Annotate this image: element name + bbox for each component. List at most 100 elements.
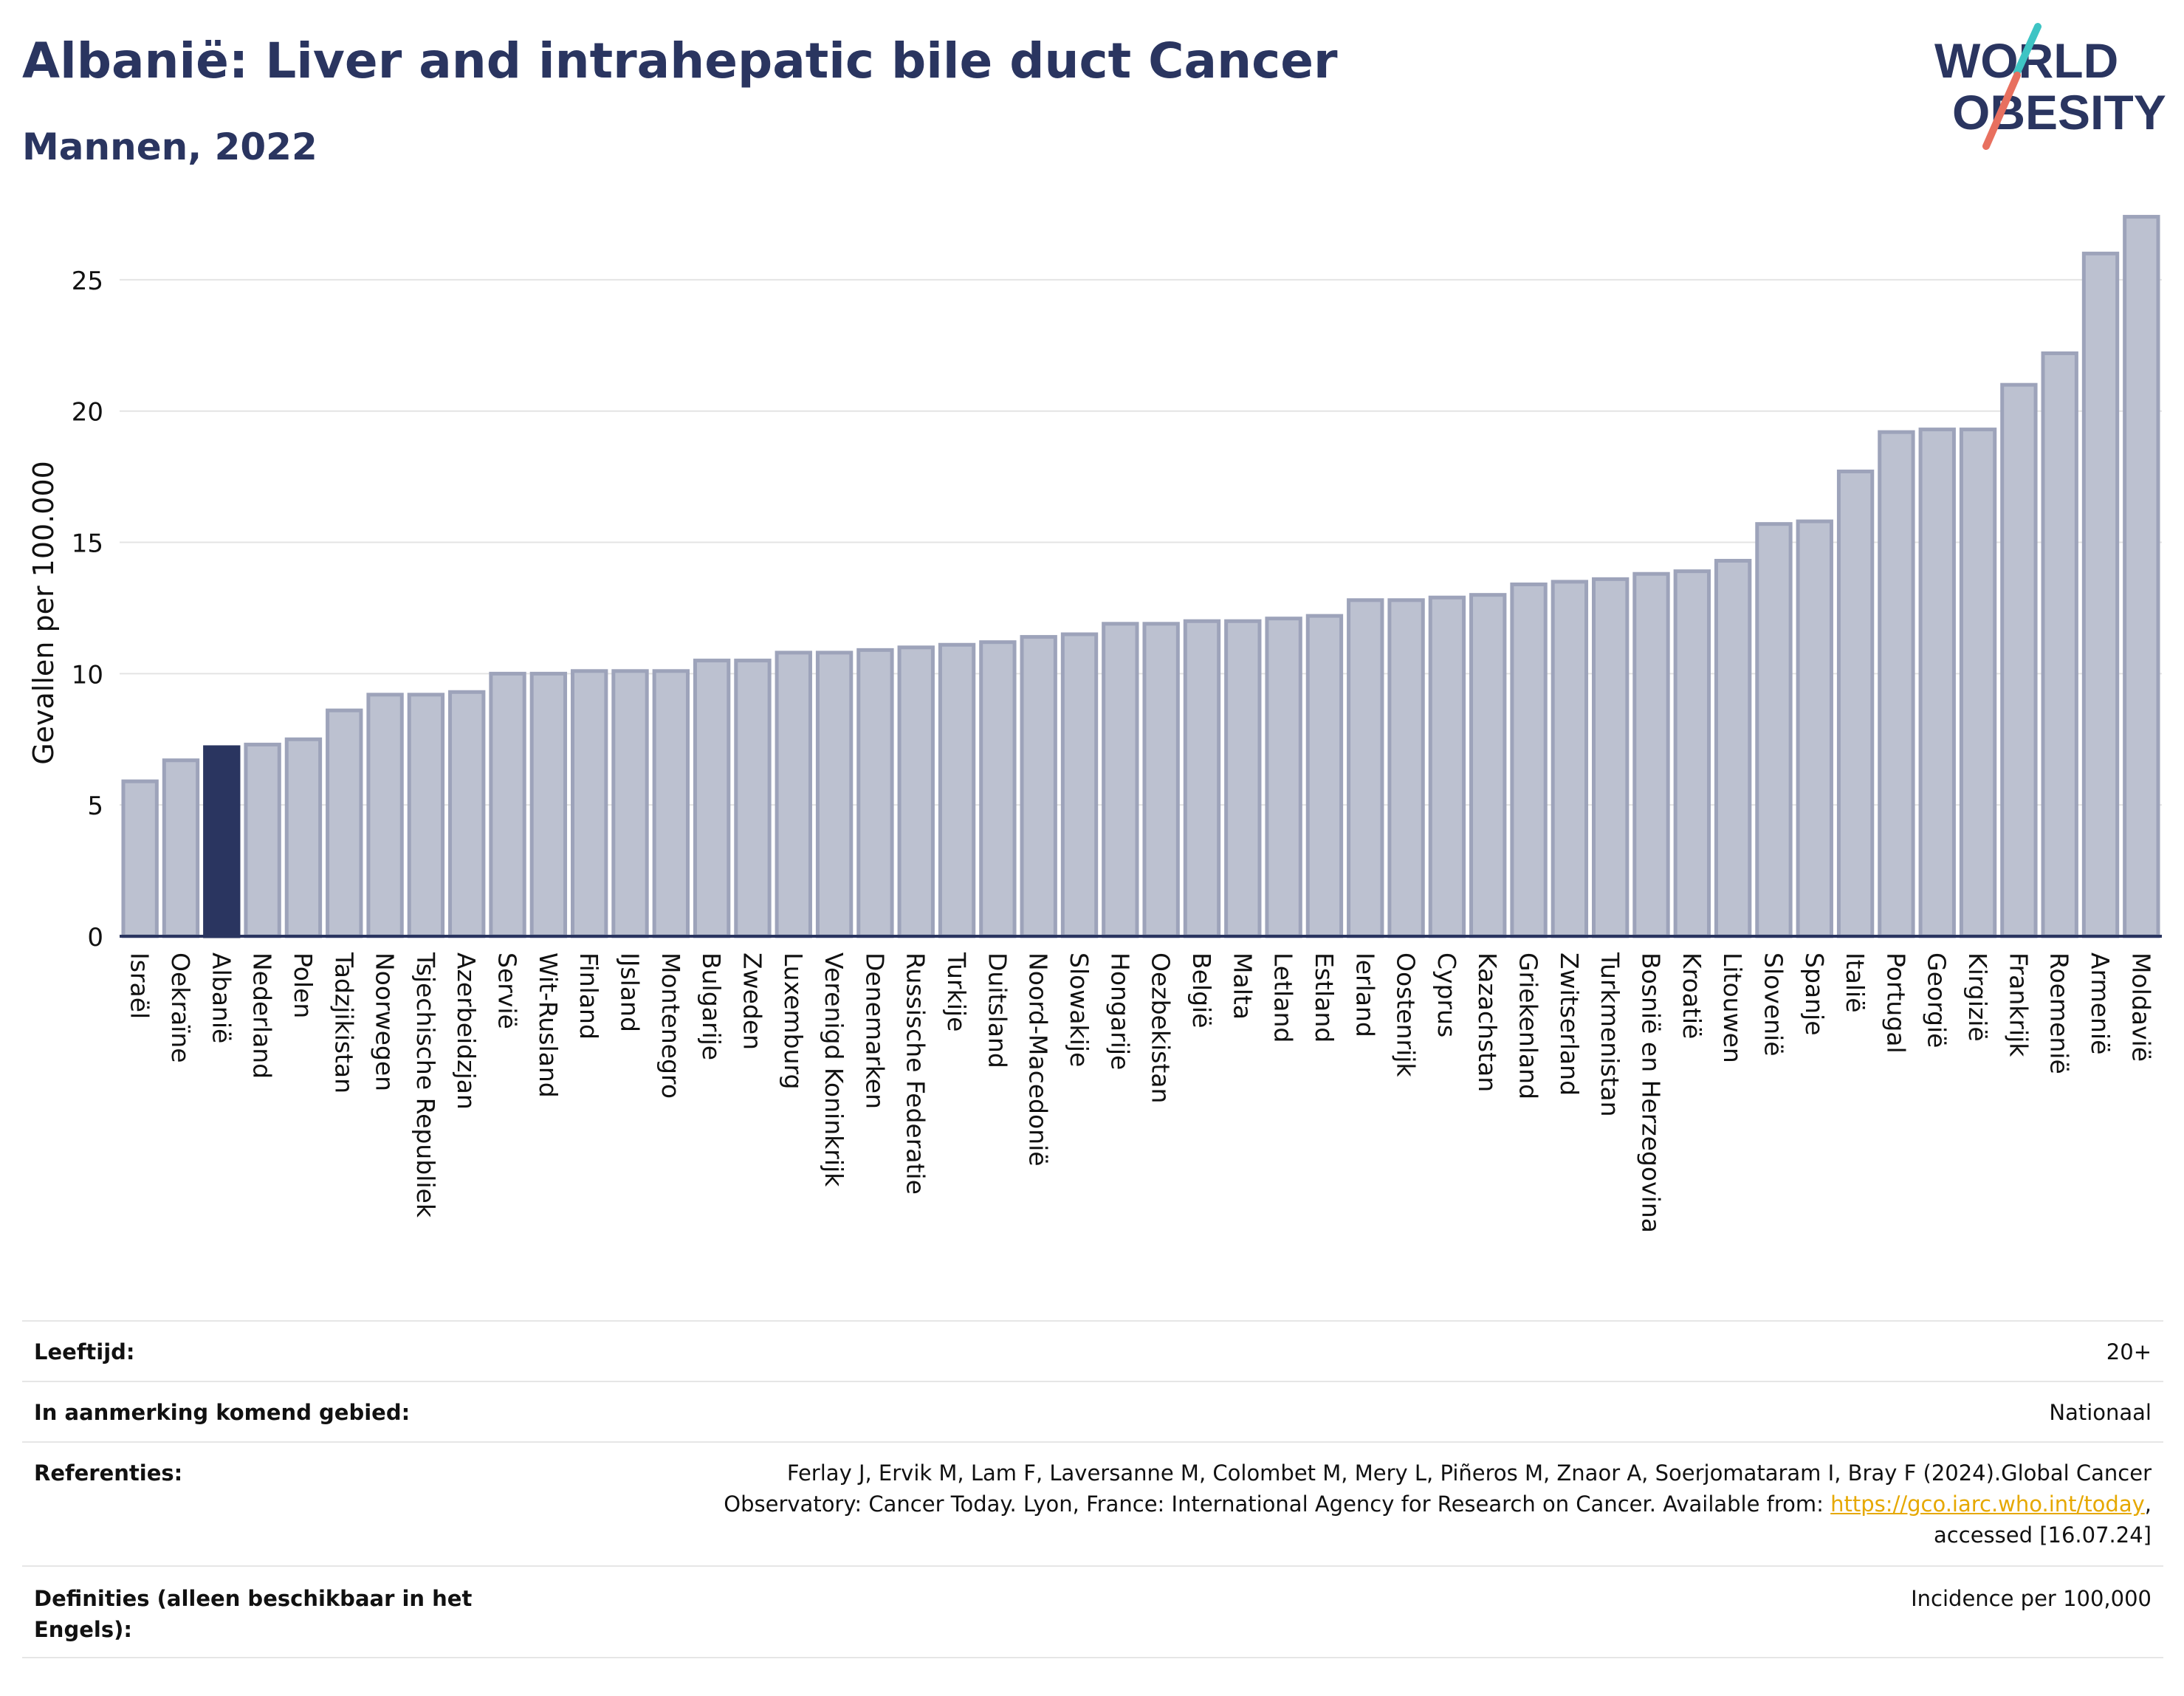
bar-wit-rusland[interactable] (529, 671, 568, 938)
x-tick-label: Noorwegen (371, 952, 399, 1091)
bar-ierland[interactable] (1347, 598, 1384, 938)
x-tick-label: Slovenië (1759, 952, 1788, 1057)
bar-portugal[interactable] (1878, 430, 1915, 938)
bar-estland[interactable] (1305, 614, 1344, 938)
x-tick-label: Slowakije (1065, 952, 1093, 1067)
tick-labels: 0 5 10 15 20 25 Israël Oekraïne Albanië Nederland… (72, 267, 2156, 1233)
bar-zweden[interactable] (734, 659, 772, 938)
x-tick-label: Malta (1228, 952, 1257, 1020)
x-tick-label: Kirgizië (1963, 952, 1992, 1042)
bar-turkije[interactable] (938, 642, 976, 938)
bar-albanië[interactable] (203, 745, 241, 938)
x-tick-label: Turkije (942, 952, 971, 1031)
bar-denemarken[interactable] (856, 648, 894, 938)
x-tick-label: Bosnië en Herzegovina (1637, 952, 1666, 1233)
x-tick-label: Tadzjikistan (329, 952, 358, 1094)
bar-moldavië[interactable] (2123, 215, 2160, 938)
bar-turkmenistan[interactable] (1591, 577, 1630, 938)
bar-servië[interactable] (489, 671, 526, 938)
x-tick-label: Bulgarije (697, 952, 726, 1060)
references-link[interactable]: https://gco.iarc.who.int/today (1830, 1491, 2145, 1517)
bar-finland[interactable] (570, 669, 608, 938)
x-tick-label: Spanje (1800, 952, 1829, 1036)
x-tick-label: Servië (493, 952, 522, 1029)
x-tick-label: Oekraïne (166, 952, 195, 1063)
bar-litouwen[interactable] (1714, 558, 1752, 938)
info-row-area: In aanmerking komend gebied: Nationaal (22, 1381, 2163, 1443)
x-tick-label: Portugal (1881, 952, 1910, 1054)
x-tick-label: Polen (289, 952, 317, 1018)
bar-montenegro[interactable] (652, 669, 690, 938)
bar-letland[interactable] (1265, 617, 1302, 938)
x-tick-label: Israël (126, 952, 154, 1019)
bar-bulgarije[interactable] (693, 659, 731, 938)
references-line2-text: Observatory: Cancer Today. Lyon, France:… (724, 1491, 1831, 1517)
y-tick-label: 25 (72, 267, 103, 296)
bar-russische-federatie[interactable] (897, 645, 935, 938)
bar-polen[interactable] (284, 737, 323, 938)
bar-zwitserland[interactable] (1551, 580, 1589, 938)
x-tick-label: Oezbekistan (1147, 952, 1175, 1103)
bar-georgië[interactable] (1918, 428, 1956, 938)
bar-luxemburg[interactable] (775, 650, 812, 938)
bar-hongarije[interactable] (1102, 622, 1139, 938)
bar-belgië[interactable] (1183, 619, 1221, 938)
x-tick-label: Wit-Rusland (534, 952, 563, 1098)
bar-israël[interactable] (121, 779, 159, 938)
x-tick-label: Nederland (248, 952, 277, 1079)
references-label: Referenties: (34, 1460, 183, 1486)
x-tick-label: Luxemburg (779, 952, 808, 1089)
bar-bosnië-en-herzegovina[interactable] (1632, 571, 1670, 938)
bar-noorwegen[interactable] (366, 693, 404, 938)
bar-spanje[interactable] (1796, 519, 1833, 938)
bar-slowakije[interactable] (1060, 632, 1099, 938)
x-tick-label: Moldavië (2126, 952, 2155, 1062)
bars (121, 215, 2160, 938)
x-tick-label: Ierland (1350, 952, 1379, 1037)
y-tick-label: 0 (87, 923, 103, 952)
x-tick-label: Georgië (1923, 952, 1951, 1048)
bar-malta[interactable] (1224, 619, 1262, 938)
bar-griekenland[interactable] (1510, 582, 1548, 938)
bar-tsjechische-republiek[interactable] (407, 693, 445, 938)
y-tick-label: 5 (87, 792, 103, 821)
logo-line2: OBESITY (1952, 85, 2166, 140)
y-axis-label: Gevallen per 100.000 (27, 461, 60, 765)
bar-azerbeidzjan[interactable] (448, 690, 486, 938)
x-tick-label: Zwitserland (1555, 952, 1584, 1096)
references-line2-end: , (2144, 1491, 2152, 1517)
x-tick-label: Montenegro (656, 952, 685, 1099)
info-row-references: Referenties: Ferlay J, Ervik M, Lam F, L… (22, 1441, 2163, 1567)
bar-armenië[interactable] (2081, 251, 2120, 938)
bar-slovenië[interactable] (1755, 522, 1793, 938)
bar-cyprus[interactable] (1428, 595, 1466, 938)
x-tick-label: Litouwen (1718, 952, 1747, 1063)
x-tick-label: Finland (574, 952, 603, 1040)
bar-oekraïne[interactable] (162, 758, 200, 938)
bar-frankrijk[interactable] (2000, 382, 2038, 938)
bar-kazachstan[interactable] (1469, 593, 1507, 938)
x-tick-label: België (1187, 952, 1216, 1029)
x-tick-label: Frankrijk (2004, 952, 2033, 1057)
x-tick-label: Verenigd Koninkrijk (820, 952, 848, 1187)
x-tick-label: Russische Federatie (902, 952, 930, 1195)
bar-roemenië[interactable] (2041, 351, 2078, 938)
bar-nederland[interactable] (244, 742, 281, 938)
bar-kroatië[interactable] (1673, 569, 1711, 938)
logo-slash-red (1982, 72, 2021, 150)
bar-ijsland[interactable] (611, 669, 649, 938)
x-tick-label: Noord-Macedonië (1024, 952, 1053, 1167)
bar-noord-macedonië[interactable] (1020, 635, 1057, 938)
bar-oostenrijk[interactable] (1387, 598, 1425, 938)
x-tick-label: Kazachstan (1473, 952, 1502, 1092)
bar-italië[interactable] (1836, 470, 1875, 938)
bar-duitsland[interactable] (979, 640, 1017, 938)
x-tick-label: Oostenrijk (1392, 952, 1421, 1077)
area-value: Nationaal (2049, 1400, 2152, 1425)
bar-verenigd-koninkrijk[interactable] (815, 650, 854, 938)
bar-kirgizië[interactable] (1959, 428, 1997, 938)
info-row-age: Leeftijd: 20+ (22, 1320, 2163, 1382)
x-tick-label: Kroatië (1678, 952, 1706, 1039)
bar-oezbekistan[interactable] (1142, 622, 1180, 938)
bar-tadzjikistan[interactable] (326, 708, 363, 938)
